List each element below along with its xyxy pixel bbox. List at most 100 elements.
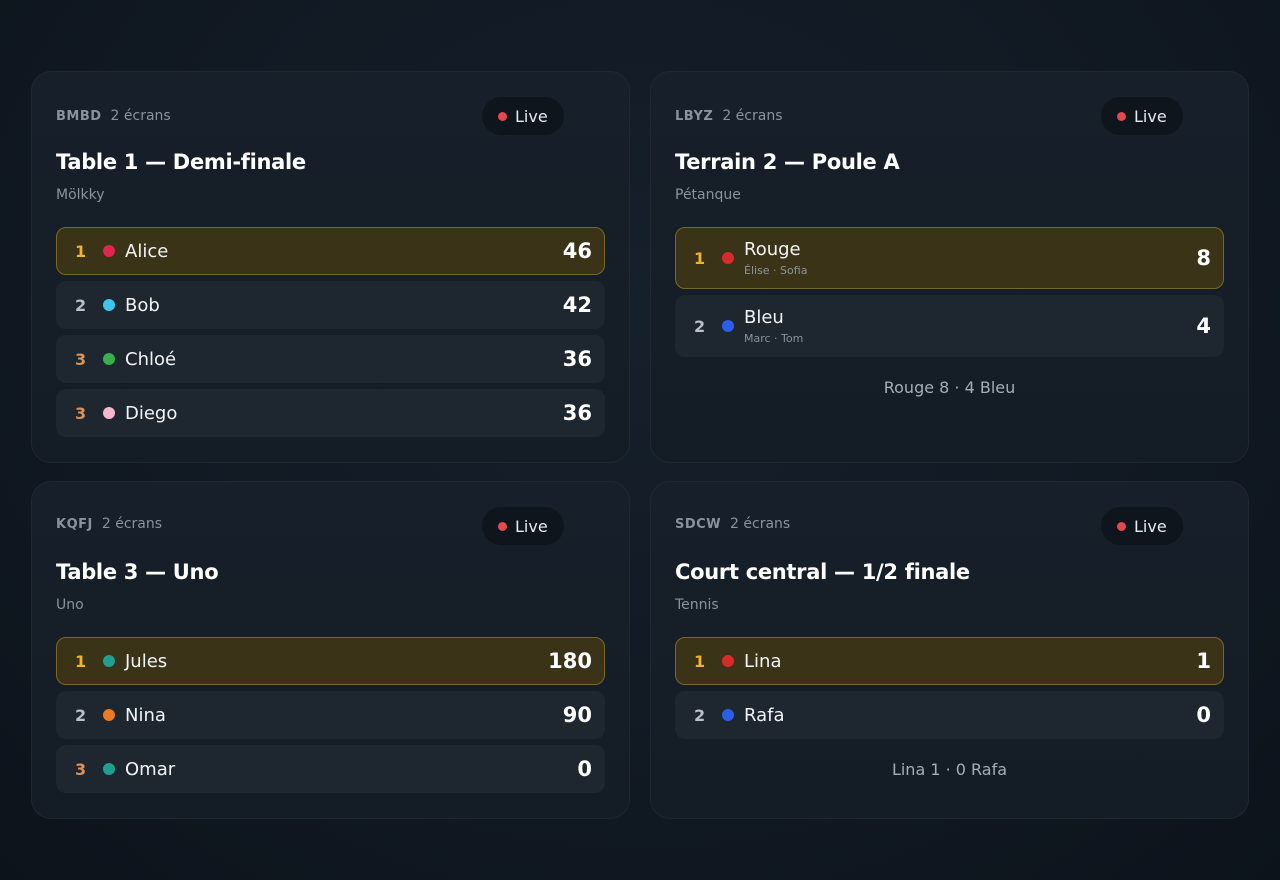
player-name: Nina	[125, 704, 166, 726]
card-header: SDCW 2 écrans	[675, 516, 790, 532]
team-members: Marc · Tom	[744, 332, 804, 345]
match-title: Table 1 — Demi-finale	[56, 150, 306, 174]
live-badge: Live	[482, 507, 564, 545]
player-score: 0	[577, 757, 592, 781]
ranking-row: 3 Omar 0	[56, 745, 605, 793]
team-color-dot	[722, 252, 734, 264]
team-score: 8	[1196, 246, 1211, 270]
screen-count: 2 écrans	[110, 108, 171, 124]
session-code: KQFJ	[56, 517, 93, 532]
player-name: Lina	[744, 650, 782, 672]
live-badge: Live	[1101, 507, 1183, 545]
player-color-dot	[722, 709, 734, 721]
match-title: Table 3 — Uno	[56, 560, 219, 584]
ranking-row: 1 Lina 1	[675, 637, 1224, 685]
session-code: LBYZ	[675, 109, 714, 124]
rank: 2	[694, 316, 706, 336]
live-dot-icon	[498, 521, 507, 531]
rank: 1	[75, 651, 87, 671]
player-name: Chloé	[125, 348, 177, 370]
live-label: Live	[515, 106, 548, 126]
rank: 2	[75, 295, 87, 315]
card-header: LBYZ 2 écrans	[675, 108, 783, 124]
player-color-dot	[722, 655, 734, 667]
ranking-row: 1 Rouge Élise · Sofia 8	[675, 227, 1224, 289]
team-name: Bleu	[744, 307, 784, 328]
player-score: 1	[1196, 649, 1211, 673]
player-color-dot	[103, 353, 115, 365]
game-name: Mölkky	[56, 187, 105, 203]
session-code: SDCW	[675, 517, 722, 532]
live-dot-icon	[498, 111, 507, 121]
player-score: 180	[548, 649, 592, 673]
player-score: 46	[562, 239, 592, 263]
rank: 1	[75, 241, 87, 261]
game-name: Tennis	[675, 597, 719, 613]
live-label: Live	[515, 516, 548, 536]
ranking-row: 2 Bob 42	[56, 281, 605, 329]
player-name: Diego	[125, 402, 178, 424]
ranking-row: 1 Jules 180	[56, 637, 605, 685]
ranking-list: 1 Jules 180 2 Nina 90 3 Omar 0	[56, 637, 605, 793]
player-name: Bob	[125, 294, 160, 316]
team-name: Rouge	[744, 239, 801, 260]
card-header: BMBD 2 écrans	[56, 108, 171, 124]
player-score: 42	[562, 293, 592, 317]
rank: 3	[75, 349, 87, 369]
ranking-row: 3 Chloé 36	[56, 335, 605, 383]
score-summary: Lina 1 · 0 Rafa	[891, 760, 1008, 779]
player-score: 0	[1196, 703, 1211, 727]
match-title: Court central — 1/2 finale	[675, 560, 970, 584]
ranking-row: 2 Nina 90	[56, 691, 605, 739]
game-name: Uno	[56, 597, 84, 613]
game-name: Pétanque	[675, 187, 741, 203]
match-card[interactable]: LBYZ 2 écrans Live Terrain 2 — Poule A P…	[650, 71, 1249, 463]
ranking-row: 2 Bleu Marc · Tom 4	[675, 295, 1224, 357]
player-name: Omar	[125, 758, 176, 780]
player-name: Jules	[125, 650, 168, 672]
ranking-row: 1 Alice 46	[56, 227, 605, 275]
session-code: BMBD	[56, 109, 102, 124]
rank: 2	[75, 705, 87, 725]
ranking-list: 1 Rouge Élise · Sofia 8 2 Bleu Marc · To…	[675, 227, 1224, 357]
live-dot-icon	[1117, 111, 1126, 121]
player-color-dot	[103, 407, 115, 419]
rank: 1	[694, 248, 706, 268]
ranking-list: 1 Lina 1 2 Rafa 0	[675, 637, 1224, 739]
player-color-dot	[103, 709, 115, 721]
rank: 2	[694, 705, 706, 725]
player-score: 36	[562, 401, 592, 425]
rank: 3	[75, 403, 87, 423]
team-color-dot	[722, 320, 734, 332]
live-badge: Live	[1101, 97, 1183, 135]
live-badge: Live	[482, 97, 564, 135]
ranking-list: 1 Alice 46 2 Bob 42 3 Chloé 36 3 Diego	[56, 227, 605, 437]
player-score: 90	[562, 703, 592, 727]
live-label: Live	[1134, 106, 1167, 126]
team-score: 4	[1196, 314, 1211, 338]
player-color-dot	[103, 299, 115, 311]
player-name: Rafa	[744, 704, 785, 726]
rank: 1	[694, 651, 706, 671]
player-score: 36	[562, 347, 592, 371]
live-dot-icon	[1117, 521, 1126, 531]
live-label: Live	[1134, 516, 1167, 536]
match-card[interactable]: KQFJ 2 écrans Live Table 3 — Uno Uno 1 J…	[31, 481, 630, 819]
team-members: Élise · Sofia	[744, 264, 808, 277]
match-card[interactable]: SDCW 2 écrans Live Court central — 1/2 f…	[650, 481, 1249, 819]
score-summary: Rouge 8 · 4 Bleu	[883, 378, 1016, 397]
player-color-dot	[103, 763, 115, 775]
match-card[interactable]: BMBD 2 écrans Live Table 1 — Demi-finale…	[31, 71, 630, 463]
ranking-row: 3 Diego 36	[56, 389, 605, 437]
player-color-dot	[103, 245, 115, 257]
screen-count: 2 écrans	[722, 108, 783, 124]
player-color-dot	[103, 655, 115, 667]
ranking-row: 2 Rafa 0	[675, 691, 1224, 739]
screen-count: 2 écrans	[730, 516, 791, 532]
card-header: KQFJ 2 écrans	[56, 516, 162, 532]
scoreboard-grid: BMBD 2 écrans Live Table 1 — Demi-finale…	[31, 71, 1249, 819]
screen-count: 2 écrans	[101, 516, 163, 532]
player-name: Alice	[125, 240, 169, 262]
rank: 3	[75, 759, 87, 779]
match-title: Terrain 2 — Poule A	[675, 150, 900, 174]
